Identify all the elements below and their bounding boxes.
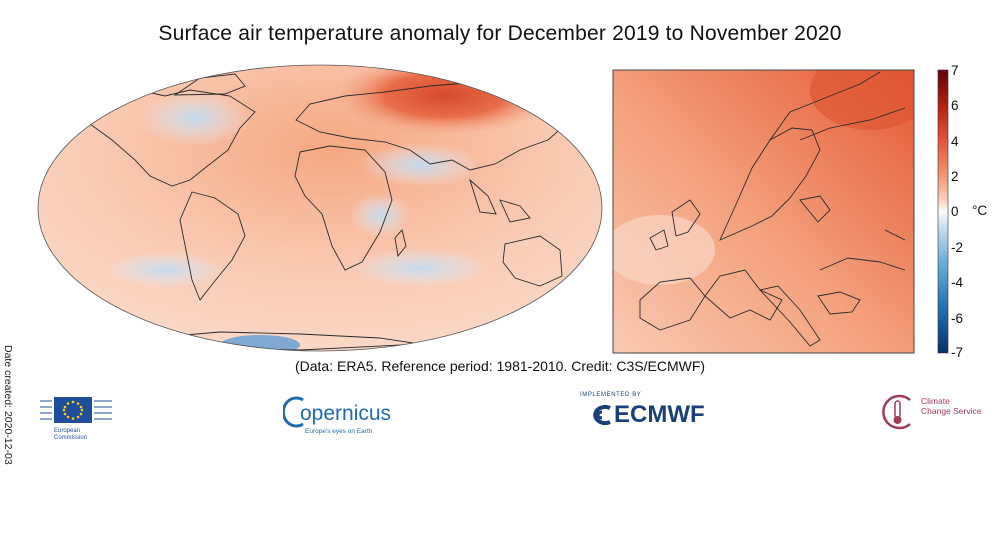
eu-logo-line2: Commission [54, 435, 88, 441]
europe-coastlines [639, 71, 906, 347]
date-created-label: Date created: 2020-12-03 [2, 345, 14, 465]
maps-canvas [37, 64, 949, 354]
copernicus-tagline: Europe's eyes on Earth [305, 428, 373, 435]
data-credit-caption: (Data: ERA5. Reference period: 1981-2010… [294, 358, 706, 374]
chart-title: Surface air temperature anomaly for Dece… [158, 22, 842, 45]
copernicus-c-icon [283, 396, 304, 428]
ecmwf-implemented-by: IMPLEMENTED BY [580, 392, 642, 398]
eu-commission-logo: European Commission [40, 393, 120, 443]
copernicus-name: opernicus [300, 402, 392, 425]
c3s-logo: Climate Change Service [878, 390, 988, 438]
colorbar-tick: 0 [951, 204, 959, 219]
colorbar [937, 69, 949, 354]
colorbar-bar [937, 69, 949, 354]
ecmwf-name: ECMWF [614, 401, 705, 428]
colorbar-unit: °C [972, 203, 988, 218]
colorbar-tick: 6 [951, 98, 959, 113]
coastlines [69, 73, 591, 351]
eu-flag-icon [40, 397, 112, 423]
colorbar-tick: -4 [951, 275, 964, 290]
eu-logo-line1: European [54, 428, 81, 434]
copernicus-logo: opernicus Europe's eyes on Earth [283, 392, 403, 440]
colorbar-tick: 4 [951, 134, 959, 149]
colorbar-tick: -6 [951, 311, 964, 326]
colorbar-tick: -7 [951, 345, 964, 360]
colorbar-tick: 7 [951, 63, 959, 78]
c3s-thermometer-icon [882, 394, 911, 430]
colorbar-tick: -2 [951, 240, 964, 255]
ecmwf-logo: IMPLEMENTED BY ECMWF [578, 392, 728, 432]
c3s-line1: Climate [921, 396, 950, 406]
c3s-line2: Change Service [921, 406, 982, 416]
ecmwf-swirl-icon [593, 405, 611, 425]
colorbar-tick: 2 [951, 169, 959, 184]
europe-anomaly-map [612, 69, 915, 354]
world-anomaly-map [37, 64, 603, 352]
